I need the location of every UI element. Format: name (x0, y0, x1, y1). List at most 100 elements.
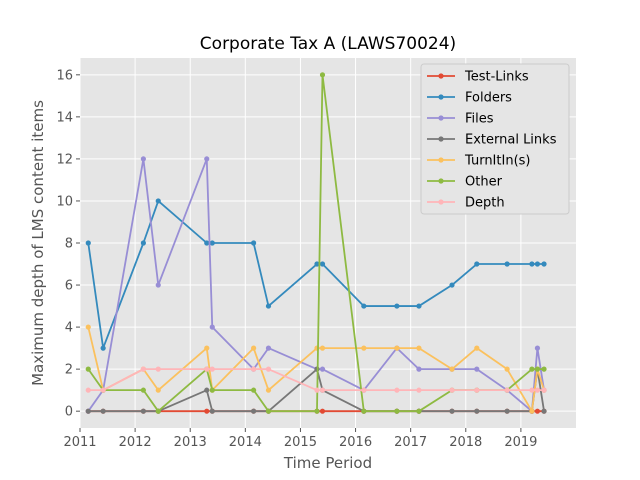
legend: Test-Links Folders Files External Links Turn… (420, 63, 570, 215)
x-tick-label: 2015 (284, 435, 317, 450)
data-point (204, 345, 210, 351)
data-point (319, 408, 326, 414)
legend-entry-label: Other (465, 175, 503, 190)
data-point (251, 240, 257, 246)
data-point (85, 324, 91, 330)
data-point (155, 198, 161, 204)
x-tick-label: 2013 (174, 435, 207, 450)
data-point (529, 408, 535, 414)
data-point (504, 261, 510, 267)
data-point (361, 345, 367, 351)
y-axis-label: Maximum depth of LMS content items (29, 100, 47, 386)
data-point (541, 366, 547, 372)
data-point (251, 387, 257, 393)
data-point (204, 387, 210, 393)
data-point (100, 345, 106, 351)
data-point (251, 408, 257, 414)
x-tick-label: 2012 (119, 435, 152, 450)
data-point (251, 366, 257, 372)
data-point (529, 366, 535, 372)
legend-entry-label: External Links (465, 133, 557, 148)
data-point (449, 282, 455, 288)
data-point (534, 366, 541, 372)
data-point (529, 387, 535, 393)
data-point (534, 261, 541, 267)
series-folders (85, 198, 547, 351)
legend-frame (420, 63, 570, 215)
legend-swatch-marker (438, 136, 444, 142)
data-point (541, 408, 547, 414)
x-tick-label: 2011 (63, 435, 96, 450)
data-point (416, 387, 422, 393)
data-point (209, 324, 215, 330)
legend-swatch-marker (438, 178, 444, 184)
data-point (394, 303, 400, 309)
series-depth (85, 366, 547, 393)
y-tick-label: 10 (56, 194, 73, 209)
y-tick-label: 2 (65, 363, 73, 378)
data-point (204, 408, 210, 414)
legend-swatch-marker (438, 73, 444, 79)
data-point (265, 366, 272, 372)
data-point (155, 282, 161, 288)
data-point (204, 156, 210, 162)
y-tick-label: 12 (56, 152, 73, 167)
data-point (534, 345, 541, 351)
data-point (361, 408, 367, 414)
data-point (394, 408, 400, 414)
data-point (265, 303, 272, 309)
legend-entry-label: Files (465, 112, 494, 127)
data-point (541, 387, 547, 393)
data-point (474, 408, 480, 414)
data-point (474, 261, 480, 267)
x-tick-label: 2018 (449, 435, 482, 450)
data-point (449, 387, 455, 393)
data-point (534, 408, 541, 414)
data-point (265, 345, 272, 351)
data-point (534, 387, 541, 393)
x-tick-label: 2014 (229, 435, 262, 450)
y-tick-label: 4 (65, 321, 73, 336)
data-point (85, 366, 91, 372)
chart-title: Corporate Tax A (LAWS70024) (200, 34, 456, 54)
data-point (140, 408, 146, 414)
data-point (529, 261, 535, 267)
data-point (416, 408, 422, 414)
y-tick-label: 8 (65, 237, 73, 252)
data-point (265, 387, 272, 393)
y-tick-label: 6 (65, 279, 73, 294)
data-point (155, 366, 161, 372)
data-point (85, 408, 91, 414)
legend-swatch-marker (438, 199, 444, 205)
x-tick-label: 2017 (394, 435, 427, 450)
data-point (394, 345, 400, 351)
data-point (314, 408, 320, 414)
y-tick-label: 0 (65, 405, 73, 420)
x-axis-label: Time Period (283, 454, 372, 472)
data-point (140, 156, 146, 162)
data-point (449, 366, 455, 372)
data-point (474, 345, 480, 351)
data-point (394, 387, 400, 393)
data-point (209, 240, 215, 246)
data-point (314, 261, 320, 267)
data-point (416, 345, 422, 351)
x-tick-label: 2016 (339, 435, 372, 450)
legend-swatch-marker (438, 115, 444, 121)
data-point (319, 72, 326, 78)
data-point (265, 408, 272, 414)
legend-entry-label: Folders (465, 91, 512, 106)
data-point (100, 387, 106, 393)
data-point (209, 408, 215, 414)
data-point (85, 387, 91, 393)
data-point (319, 261, 326, 267)
data-point (100, 408, 106, 414)
axis-ticks: 2011 2012 2013 2014 2015 2016 2017 2018 2019 0 2 4 6… (56, 68, 537, 450)
legend-swatch-marker (438, 94, 444, 100)
data-point (319, 366, 326, 372)
data-point (314, 387, 320, 393)
data-point (416, 366, 422, 372)
data-point (361, 303, 367, 309)
x-tick-label: 2019 (504, 435, 537, 450)
